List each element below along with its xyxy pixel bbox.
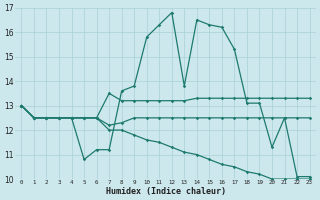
X-axis label: Humidex (Indice chaleur): Humidex (Indice chaleur) [106, 187, 226, 196]
